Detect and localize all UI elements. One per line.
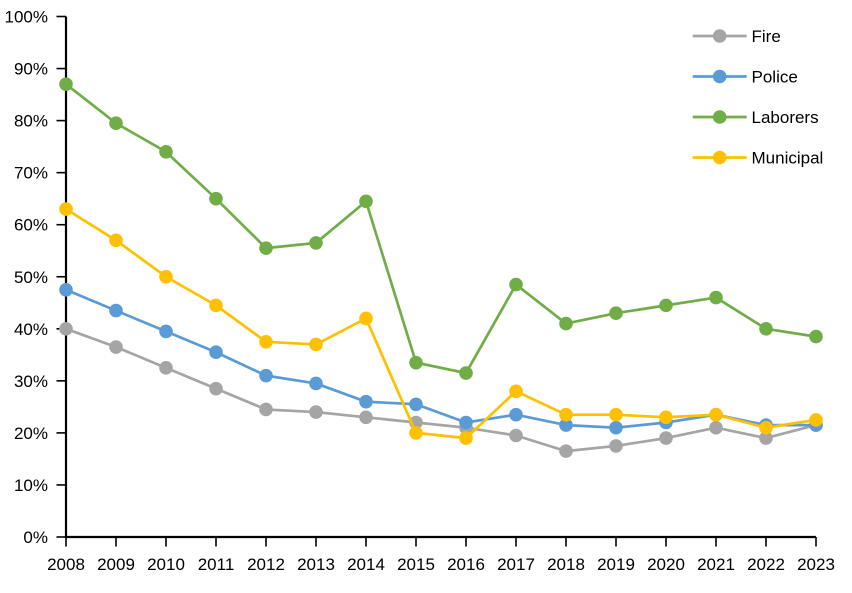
police-data-point [209,345,223,360]
police-data-point [59,282,73,297]
laborers-data-point [509,277,523,292]
police-data-point [609,420,623,435]
laborers-data-point [259,241,273,255]
municipal-data-point [809,413,823,427]
municipal-data-point [109,233,123,248]
x-axis-tick-label: 2015 [397,555,435,574]
fire-data-point [659,431,673,445]
municipal-data-point [659,410,673,425]
x-axis-tick-label: 2009 [97,555,135,574]
y-axis-tick-label: 80% [14,112,48,131]
fire-data-point [209,381,223,396]
x-axis-tick-label: 2018 [547,555,585,574]
municipal-data-point [209,298,223,313]
x-axis-tick-label: 2011 [198,555,235,574]
y-axis-tick-label: 60% [14,216,48,235]
laborers-data-point [209,191,223,206]
laborers-data-point [109,116,123,131]
municipal-data-point [559,407,573,422]
legend-marker-dot [712,69,727,84]
fire-data-point [159,361,173,375]
municipal-data-point [609,407,623,422]
laborers-data-point [409,355,423,370]
fire-data-point [709,420,723,435]
police-data-point [409,397,423,412]
x-axis-tick-label: 2022 [747,555,785,574]
police-data-point [109,303,123,318]
police-data-point [509,407,523,422]
municipal-data-point [759,420,773,435]
laborers-data-point [309,236,323,250]
police-series-line [64,288,818,430]
x-axis-tick-label: 2016 [447,555,485,574]
laborers-data-point [159,145,173,159]
police-data-point [259,368,273,383]
legend-marker-dot [712,29,727,43]
laborers-data-point [459,366,473,380]
municipal-data-point [309,337,323,352]
x-axis-tick-label: 2008 [47,555,85,574]
police-data-point [359,394,373,409]
x-axis-tick-label: 2013 [297,555,335,574]
x-axis-tick-label: 2017 [497,555,535,574]
x-axis-tick-label: 2023 [797,555,835,574]
laborers-data-point [709,290,723,305]
municipal-data-point [709,407,723,422]
y-axis-tick-label: 20% [14,424,48,443]
legend-label: Laborers [752,108,819,127]
fire-data-point [559,444,573,458]
y-axis-tick-label: 100% [5,8,48,27]
fire-data-point [609,439,623,453]
fire-data-point [59,322,73,336]
fire-data-point [109,340,123,354]
y-axis-tick-label: 10% [14,476,48,495]
police-data-point [559,418,573,432]
fire-data-point [759,431,773,445]
laborers-data-point [809,329,823,344]
municipal-data-point [259,335,273,349]
y-axis-tick-label: 40% [14,320,48,339]
legend-label: Municipal [752,149,824,168]
x-axis-tick-label: 2021 [697,555,735,574]
legend-label: Police [752,68,798,87]
municipal-data-point [409,426,423,440]
y-axis-tick-label: 90% [14,60,48,79]
laborers-data-point [59,77,73,91]
laborers-data-point [659,298,673,313]
x-axis-tick-label: 2010 [147,555,185,574]
x-axis-tick-label: 2020 [647,555,685,574]
fire-series-line [64,327,818,453]
x-axis-tick-label: 2019 [597,555,635,574]
municipal-data-point [59,202,73,216]
municipal-data-point [509,384,523,399]
municipal-data-point [459,431,473,445]
police-data-point [159,324,173,339]
laborers-data-point [559,316,573,331]
police-data-point [309,376,323,391]
fire-data-point [509,428,523,443]
x-axis-tick-label: 2014 [347,555,385,574]
x-axis-tick-label: 2012 [247,555,285,574]
y-axis-tick-label: 30% [14,372,48,391]
fire-data-point [309,405,323,419]
laborers-data-point [609,306,623,320]
police-data-point [459,415,473,430]
legend-label: Fire [752,27,781,46]
y-axis-tick-label: 70% [14,164,48,183]
y-axis-tick-label: 0% [23,528,48,547]
fire-data-point [259,402,273,417]
legend-marker-dot [712,150,727,165]
municipal-data-point [159,269,173,284]
laborers-series-line [64,82,818,375]
y-axis-tick-label: 50% [14,268,48,287]
fire-data-point [359,410,373,425]
municipal-series-line [64,207,818,440]
laborers-data-point [759,322,773,336]
municipal-data-point [359,311,373,326]
legend-marker-dot [712,110,727,124]
laborers-data-point [359,194,373,209]
